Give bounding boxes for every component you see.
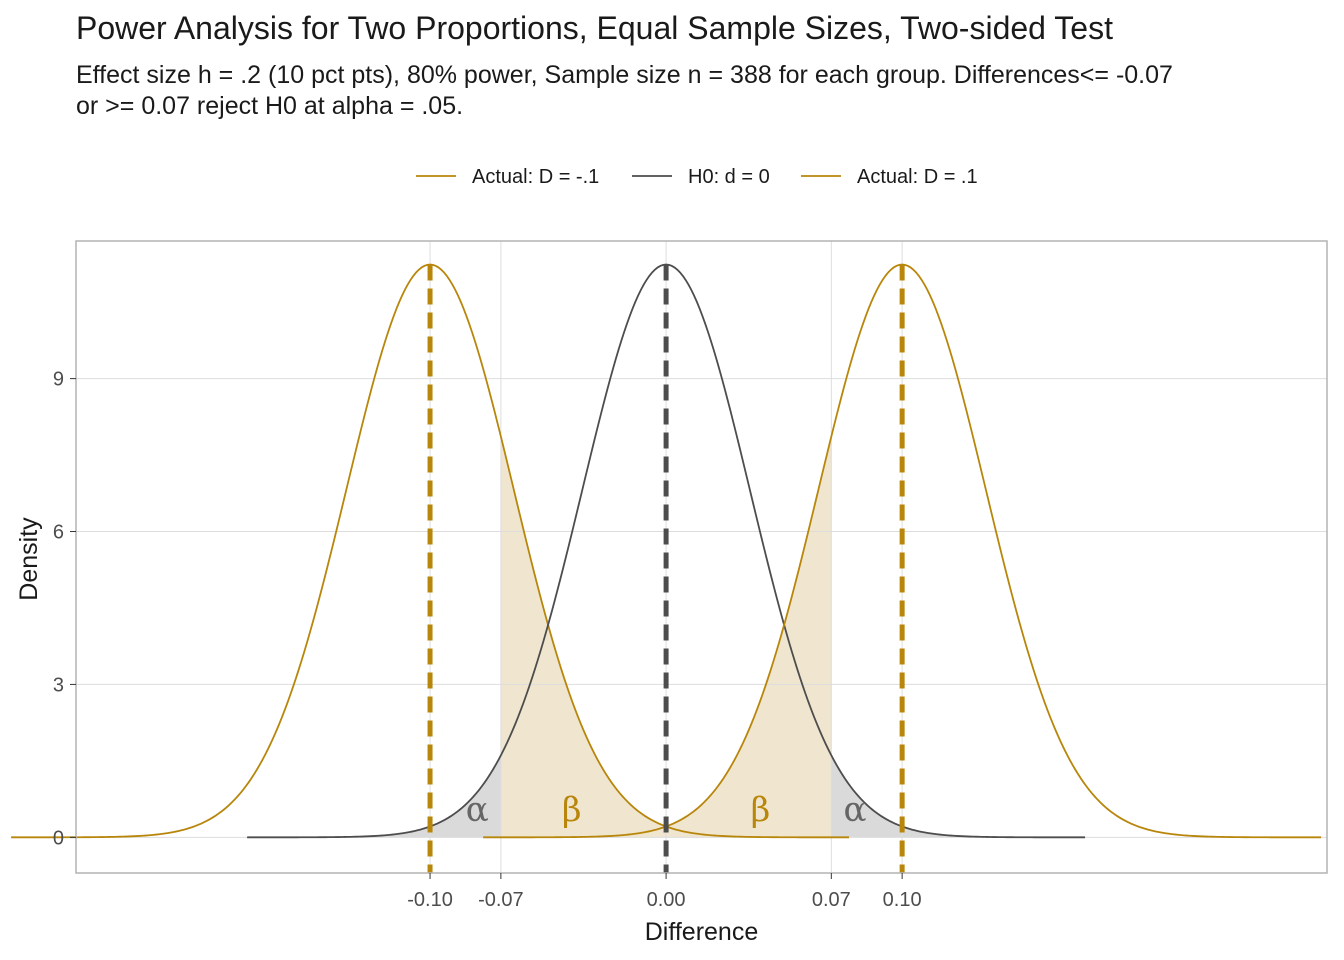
- shaded-regions: [330, 436, 1002, 838]
- x-tick-label-3: 0.07: [812, 889, 851, 911]
- x-tick-label-1: -0.07: [478, 889, 524, 911]
- y-tick-label-1: 3: [53, 674, 64, 696]
- mean-lines: [427, 264, 905, 873]
- alpha-region-right: [831, 755, 1002, 838]
- chart-subtitle: Effect size h = .2 (10 pct pts), 80% pow…: [76, 60, 1344, 122]
- x-tick-label-4: 0.10: [883, 889, 922, 911]
- gridlines: [76, 241, 1327, 873]
- panel-border: [75, 240, 1328, 874]
- chart-title: Power Analysis for Two Proportions, Equa…: [76, 10, 1113, 46]
- beta-region-right: [566, 436, 832, 838]
- x-tick-label-0: -0.10: [407, 889, 453, 911]
- x-axis-title: Difference: [645, 918, 759, 946]
- alpha-region-left: [330, 755, 501, 838]
- legend-label-0: Actual: D = -.1: [472, 166, 599, 188]
- beta-region-left: [500, 436, 766, 838]
- legend-label-2: Actual: D = .1: [857, 166, 978, 188]
- beta-label-2: β: [751, 790, 771, 830]
- subtitle-line-2: or >= 0.07 reject H0 at alpha = .05.: [76, 92, 464, 120]
- legend: Actual: D = -.1 H0: d = 0 Actual: D = .1: [416, 166, 978, 188]
- y-tick-label-2: 6: [53, 522, 64, 544]
- axis-ticks: 0 3 6 9 -0.10 -0.07 0.00 0.07 0.10: [53, 369, 922, 911]
- alpha-label-3: α: [843, 790, 866, 830]
- y-axis-title: Density: [15, 517, 43, 601]
- legend-label-1: H0: d = 0: [688, 166, 770, 188]
- x-tick-label-2: 0.00: [647, 889, 686, 911]
- y-tick-label-0: 0: [53, 827, 64, 849]
- alpha-label-0: α: [466, 790, 489, 830]
- y-tick-label-3: 9: [53, 369, 64, 391]
- beta-label-1: β: [562, 790, 582, 830]
- subtitle-line-1: Effect size h = .2 (10 pct pts), 80% pow…: [76, 61, 1173, 89]
